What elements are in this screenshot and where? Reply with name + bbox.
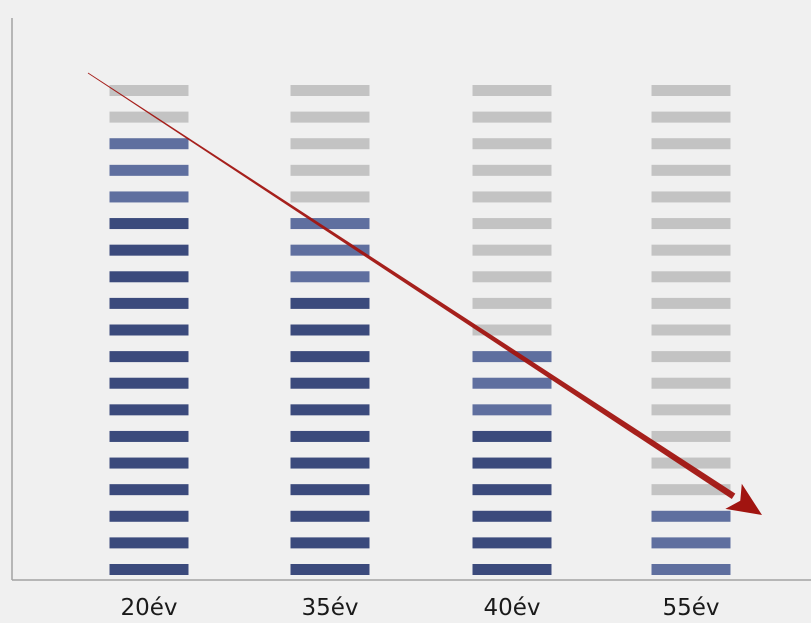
bar-segment-empty <box>290 164 370 176</box>
tick-label-20ev: 20év <box>120 595 177 621</box>
bar-segment-filled <box>472 404 552 416</box>
bar-segment-empty <box>472 324 552 336</box>
bar-segment-empty <box>109 85 189 96</box>
bar-segment-empty <box>109 111 189 123</box>
trend-arrow-head <box>725 483 762 515</box>
bars-group <box>109 85 731 575</box>
bar-segment-filled <box>472 351 552 363</box>
bar-segment-filled <box>109 404 189 416</box>
bar-segment-filled <box>651 537 731 549</box>
bar-segment-empty <box>651 138 731 150</box>
bar-segment-filled <box>109 218 189 230</box>
bar-segment-filled <box>290 244 370 256</box>
bar-segment-filled <box>651 564 731 575</box>
bar-segment-empty <box>472 244 552 256</box>
bar-segment-filled <box>109 351 189 363</box>
bar-segment-empty <box>651 244 731 256</box>
bar-segment-filled <box>109 297 189 309</box>
tick-label-55ev: 55év <box>662 595 719 621</box>
bar-segment-empty <box>651 191 731 203</box>
bar-segment-filled <box>290 297 370 309</box>
bar-segment-empty <box>651 457 731 469</box>
bar-segment-empty <box>290 138 370 150</box>
bar-segment-filled <box>109 430 189 442</box>
bar-segment-filled <box>290 564 370 575</box>
bar-segment-filled <box>290 537 370 549</box>
bar-1 <box>109 85 189 575</box>
bar-segment-filled <box>109 510 189 522</box>
bar-segment-empty <box>651 351 731 363</box>
bar-4 <box>651 85 731 575</box>
bar-segment-filled <box>109 377 189 389</box>
bar-segment-filled <box>290 510 370 522</box>
bar-3 <box>472 85 552 575</box>
bar-segment-filled <box>290 218 370 230</box>
bar-segment-empty <box>651 377 731 389</box>
bar-segment-empty <box>651 111 731 123</box>
bar-segment-filled <box>290 324 370 336</box>
bar-2 <box>290 85 370 575</box>
bar-segment-filled <box>109 537 189 549</box>
bar-segment-empty <box>472 271 552 283</box>
bar-segment-empty <box>472 85 552 96</box>
bar-segment-empty <box>651 218 731 230</box>
bar-segment-empty <box>651 430 731 442</box>
bar-segment-filled <box>109 164 189 176</box>
bar-segment-filled <box>109 564 189 575</box>
bar-segment-empty <box>651 484 731 496</box>
bar-segment-empty <box>472 111 552 123</box>
x-tick-labels: 20év 35év 40év 55év <box>120 595 719 621</box>
bar-segment-filled <box>651 510 731 522</box>
bar-segment-filled <box>472 510 552 522</box>
bar-segment-empty <box>472 297 552 309</box>
bar-segment-filled <box>109 138 189 150</box>
bar-segment-empty <box>472 218 552 230</box>
bar-segment-empty <box>651 271 731 283</box>
trend-arrow-shaft <box>87 72 736 500</box>
bar-segment-filled <box>472 430 552 442</box>
bar-segment-filled <box>109 457 189 469</box>
bar-segment-filled <box>109 324 189 336</box>
bar-segment-filled <box>109 484 189 496</box>
bar-segment-filled <box>109 271 189 283</box>
bar-segment-empty <box>472 138 552 150</box>
bar-segment-filled <box>472 457 552 469</box>
axes <box>11 18 811 581</box>
bar-segment-empty <box>651 297 731 309</box>
bar-segment-empty <box>472 164 552 176</box>
tick-label-35ev: 35év <box>301 595 358 621</box>
bar-segment-filled <box>290 430 370 442</box>
bar-segment-empty <box>472 191 552 203</box>
bar-segment-empty <box>651 85 731 96</box>
bar-segment-filled <box>290 457 370 469</box>
bar-segment-empty <box>651 164 731 176</box>
bar-segment-filled <box>290 351 370 363</box>
trend-arrow <box>87 72 762 515</box>
bar-segment-filled <box>290 271 370 283</box>
bar-segment-filled <box>109 244 189 256</box>
bar-segment-empty <box>290 111 370 123</box>
bar-segment-filled <box>472 484 552 496</box>
bar-segment-empty <box>651 324 731 336</box>
bar-segment-filled <box>290 377 370 389</box>
bar-segment-empty <box>290 191 370 203</box>
bar-segment-filled <box>472 537 552 549</box>
bar-segment-filled <box>109 191 189 203</box>
bar-segment-filled <box>472 377 552 389</box>
bar-segment-empty <box>290 85 370 96</box>
bar-segment-filled <box>290 404 370 416</box>
tick-label-40ev: 40év <box>483 595 540 621</box>
bar-segment-filled <box>472 564 552 575</box>
bar-segment-filled <box>290 484 370 496</box>
bar-segment-empty <box>651 404 731 416</box>
